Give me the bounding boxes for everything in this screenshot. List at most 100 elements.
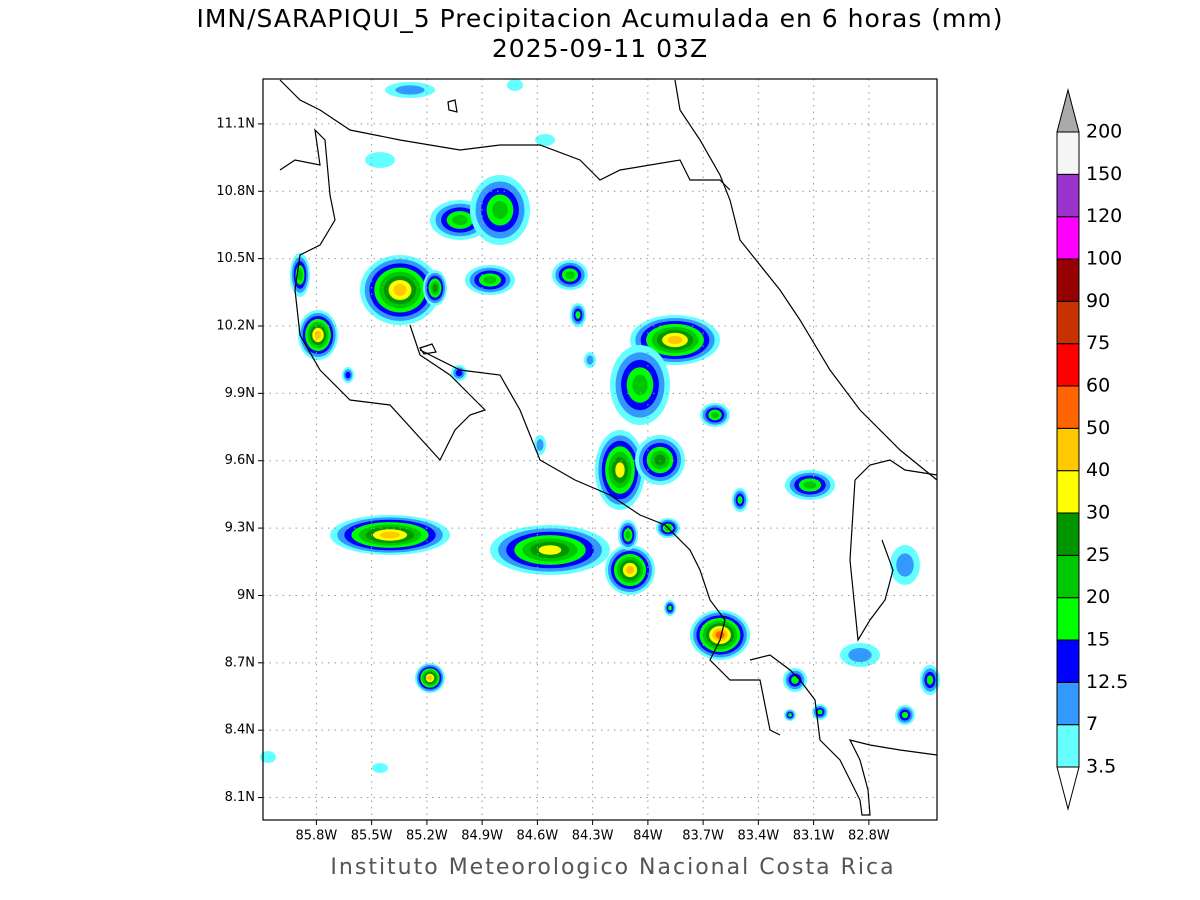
rain-contour bbox=[926, 675, 934, 685]
lon-tick-label: 85.8W bbox=[295, 829, 337, 844]
lat-tick-label: 10.2N bbox=[216, 319, 255, 334]
lon-tick-label: 85.5W bbox=[351, 829, 393, 844]
rain-contour bbox=[625, 565, 635, 575]
rain-contour bbox=[395, 85, 425, 95]
rain-contour bbox=[586, 355, 594, 365]
rain-contour bbox=[737, 496, 743, 504]
rain-contour bbox=[803, 481, 817, 489]
colorbar-segment bbox=[1056, 300, 1080, 345]
rain-contour bbox=[483, 276, 497, 284]
rain-contour bbox=[711, 411, 719, 419]
colorbar-label: 100 bbox=[1086, 248, 1122, 270]
colorbar-segment bbox=[1056, 681, 1080, 726]
lat-tick-label: 11.1N bbox=[216, 116, 255, 131]
grid bbox=[263, 79, 937, 820]
colorbar-label: 90 bbox=[1086, 290, 1110, 312]
colorbar-label: 40 bbox=[1086, 459, 1110, 481]
rain-contour bbox=[372, 763, 388, 773]
lon-tick-label: 84W bbox=[633, 829, 663, 844]
lon-tick-label: 83.1W bbox=[793, 829, 835, 844]
lat-tick-label: 9N bbox=[237, 588, 255, 603]
coastline bbox=[279, 128, 781, 736]
rain-contour bbox=[615, 462, 625, 478]
lon-tick-label: 83.7W bbox=[682, 829, 724, 844]
lat-tick-label: 10.8N bbox=[216, 184, 255, 199]
rain-contour bbox=[896, 553, 914, 577]
colorbar: 3.5 7 12.5 15 20 25 30 40 50 60 75 90 100 120 150 200 bbox=[1056, 88, 1128, 811]
rain-contour bbox=[667, 335, 683, 345]
colorbar-segment bbox=[1056, 597, 1080, 641]
rain-contour bbox=[901, 711, 909, 719]
rain-contour bbox=[575, 311, 581, 319]
lon-tick-label: 85.2W bbox=[406, 829, 448, 844]
footer: Instituto Meteorologico Nacional Costa R… bbox=[330, 855, 895, 880]
lat-tick-label: 9.3N bbox=[225, 521, 255, 536]
colorbar-segment bbox=[1056, 512, 1080, 556]
colorbar-below bbox=[1056, 766, 1080, 811]
colorbar-label: 30 bbox=[1086, 502, 1110, 524]
coastline bbox=[849, 459, 938, 642]
rain-contour bbox=[632, 374, 648, 396]
map-title: IMN/SARAPIQUI_5 Precipitacion Acumulada … bbox=[196, 4, 1003, 33]
rain-contour bbox=[260, 751, 276, 763]
colorbar-segment bbox=[1056, 427, 1080, 472]
rain-contour bbox=[791, 676, 799, 684]
rain-contour bbox=[788, 713, 792, 717]
lat-tick-label: 8.7N bbox=[225, 655, 255, 670]
rain-contour bbox=[565, 271, 575, 279]
rain-contour bbox=[654, 454, 666, 466]
rain-contour bbox=[314, 330, 322, 340]
colorbar-segment bbox=[1056, 258, 1080, 302]
rain-contour bbox=[668, 605, 672, 611]
rain-contour bbox=[297, 269, 303, 281]
lon-tick-label: 84.3W bbox=[572, 829, 614, 844]
colorbar-label: 25 bbox=[1086, 544, 1110, 566]
coastline bbox=[749, 654, 938, 816]
precipitation-field bbox=[260, 79, 940, 773]
colorbar-segment bbox=[1056, 385, 1080, 429]
coastline bbox=[419, 99, 458, 355]
lat-tick-label: 8.4N bbox=[225, 723, 255, 738]
colorbar-segment bbox=[1056, 173, 1080, 218]
rain-contour bbox=[365, 152, 395, 168]
rain-contour bbox=[492, 200, 508, 220]
colorbar-label: 60 bbox=[1086, 375, 1110, 397]
colorbar-segment bbox=[1056, 724, 1080, 768]
lon-tick-label: 84.9W bbox=[461, 829, 503, 844]
colorbar-label: 7 bbox=[1086, 713, 1098, 735]
colorbar-label: 50 bbox=[1086, 417, 1110, 439]
rain-contour bbox=[455, 369, 463, 377]
colorbar-label: 75 bbox=[1086, 332, 1110, 354]
lat-tick-label: 10.5N bbox=[216, 251, 255, 266]
colorbar-label: 3.5 bbox=[1086, 756, 1116, 778]
colorbar-label: 150 bbox=[1086, 163, 1122, 185]
coastlines bbox=[279, 79, 938, 816]
colorbar-above bbox=[1056, 88, 1080, 133]
colorbar-segment bbox=[1056, 470, 1080, 514]
map-frame bbox=[262, 78, 938, 821]
colorbar-segment bbox=[1056, 216, 1080, 260]
rain-contour bbox=[452, 214, 468, 226]
rain-contour bbox=[507, 79, 523, 91]
coastline bbox=[674, 79, 938, 481]
axis-ticks: 8.1N 8.4N 8.7N 9N 9.3N 9.6N 9.9N 10.2N 10.5N 10.8… bbox=[216, 116, 890, 843]
rain-contour bbox=[380, 531, 400, 539]
lat-tick-label: 9.9N bbox=[225, 386, 255, 401]
colorbar-label: 200 bbox=[1086, 121, 1122, 143]
colorbar-label: 15 bbox=[1086, 629, 1110, 651]
lon-tick-label: 82.8W bbox=[848, 829, 890, 844]
colorbar-segment bbox=[1056, 131, 1080, 175]
colorbar-segment bbox=[1056, 554, 1080, 599]
map-subtitle: 2025-09-11 03Z bbox=[492, 34, 708, 63]
rain-contour bbox=[625, 531, 631, 539]
colorbar-segment bbox=[1056, 343, 1080, 387]
lat-tick-label: 9.6N bbox=[225, 453, 255, 468]
lat-tick-label: 8.1N bbox=[225, 790, 255, 805]
rain-contour bbox=[393, 284, 407, 296]
rain-contour bbox=[817, 709, 823, 715]
coastline bbox=[279, 79, 731, 191]
rain-contour bbox=[536, 439, 544, 451]
colorbar-label: 12.5 bbox=[1086, 671, 1128, 693]
colorbar-label: 20 bbox=[1086, 586, 1110, 608]
